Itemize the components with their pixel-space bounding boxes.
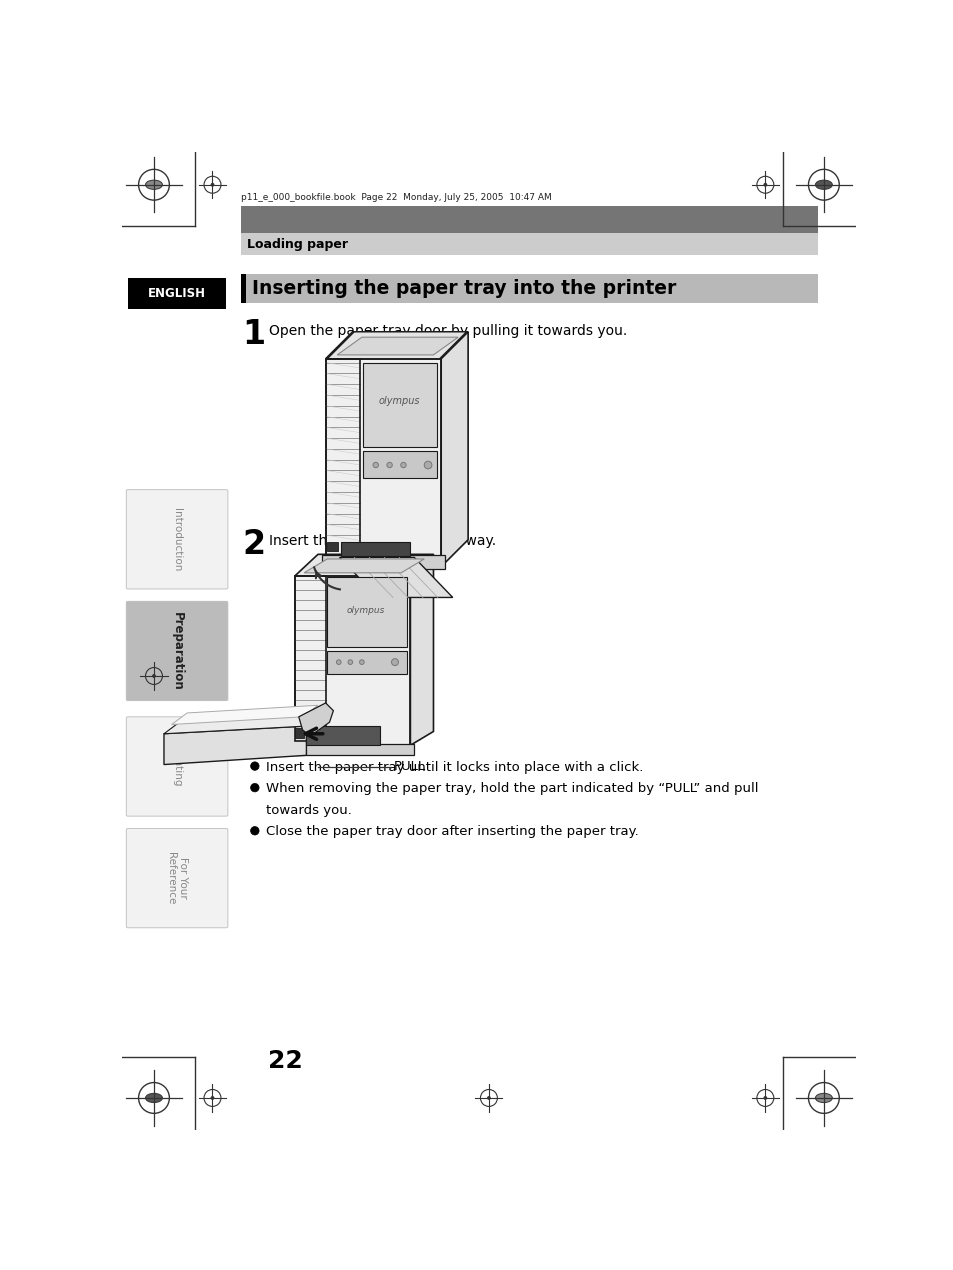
Polygon shape <box>327 331 466 358</box>
Text: Open the paper tray door by pulling it towards you.: Open the paper tray door by pulling it t… <box>269 324 626 338</box>
Text: Printing: Printing <box>172 747 182 786</box>
Polygon shape <box>298 704 333 737</box>
Circle shape <box>359 660 364 664</box>
Bar <box>241 234 818 255</box>
Circle shape <box>251 762 259 771</box>
Polygon shape <box>325 331 468 358</box>
Bar <box>362 451 436 478</box>
Circle shape <box>762 183 766 187</box>
Ellipse shape <box>815 180 831 189</box>
Polygon shape <box>410 554 433 745</box>
Text: 22: 22 <box>268 1049 302 1073</box>
Polygon shape <box>172 705 317 724</box>
Polygon shape <box>164 715 321 734</box>
Bar <box>362 363 436 447</box>
Polygon shape <box>336 338 457 354</box>
Polygon shape <box>440 331 468 566</box>
Circle shape <box>391 659 398 665</box>
Text: ENGLISH: ENGLISH <box>148 287 206 300</box>
Ellipse shape <box>146 180 162 189</box>
Polygon shape <box>294 554 433 575</box>
Bar <box>241 274 818 304</box>
Text: Inserting the paper tray into the printer: Inserting the paper tray into the printe… <box>252 279 676 298</box>
Ellipse shape <box>146 1093 162 1102</box>
Text: Loading paper: Loading paper <box>247 237 348 250</box>
Circle shape <box>387 462 392 467</box>
Text: For Your
Reference: For Your Reference <box>166 852 188 904</box>
Polygon shape <box>325 358 440 566</box>
Circle shape <box>211 183 214 187</box>
Polygon shape <box>304 559 424 573</box>
Circle shape <box>762 1096 766 1100</box>
Polygon shape <box>294 575 410 745</box>
Text: Insert the paper tray all the way.: Insert the paper tray all the way. <box>269 535 496 549</box>
Ellipse shape <box>815 1093 831 1102</box>
Text: Preparation: Preparation <box>171 612 183 691</box>
Text: olympus: olympus <box>346 606 384 615</box>
FancyBboxPatch shape <box>126 828 228 928</box>
Text: p11_e_000_bookfile.book  Page 22  Monday, July 25, 2005  10:47 AM: p11_e_000_bookfile.book Page 22 Monday, … <box>241 193 551 202</box>
Bar <box>294 728 304 738</box>
FancyBboxPatch shape <box>126 601 228 701</box>
Circle shape <box>251 827 259 834</box>
Bar <box>291 744 414 756</box>
Circle shape <box>424 461 432 469</box>
Text: PULL: PULL <box>393 761 425 773</box>
FancyBboxPatch shape <box>126 490 228 589</box>
Bar <box>128 278 226 309</box>
Circle shape <box>211 1096 214 1100</box>
Bar <box>241 206 818 234</box>
Bar <box>327 578 406 646</box>
Circle shape <box>486 1096 491 1100</box>
Bar <box>306 726 379 744</box>
Circle shape <box>251 784 259 792</box>
Bar <box>341 542 410 556</box>
Text: 1: 1 <box>242 318 265 351</box>
Bar <box>321 555 444 569</box>
Bar <box>241 274 245 304</box>
Bar <box>327 542 337 551</box>
Text: olympus: olympus <box>377 396 419 406</box>
Circle shape <box>152 674 155 678</box>
Bar <box>327 650 406 673</box>
Circle shape <box>400 462 406 467</box>
Text: Insert the paper tray until it locks into place with a click.: Insert the paper tray until it locks int… <box>265 761 642 773</box>
Polygon shape <box>339 558 453 597</box>
Text: Close the paper tray door after inserting the paper tray.: Close the paper tray door after insertin… <box>265 826 638 838</box>
Text: 2: 2 <box>242 528 265 561</box>
Polygon shape <box>164 726 306 765</box>
Circle shape <box>348 660 353 664</box>
Text: When removing the paper tray, hold the part indicated by “PULL” and pull: When removing the paper tray, hold the p… <box>265 782 758 795</box>
Circle shape <box>373 462 378 467</box>
FancyBboxPatch shape <box>126 716 228 817</box>
Text: Introduction: Introduction <box>172 508 182 572</box>
Text: towards you.: towards you. <box>266 804 352 817</box>
Circle shape <box>336 660 341 664</box>
